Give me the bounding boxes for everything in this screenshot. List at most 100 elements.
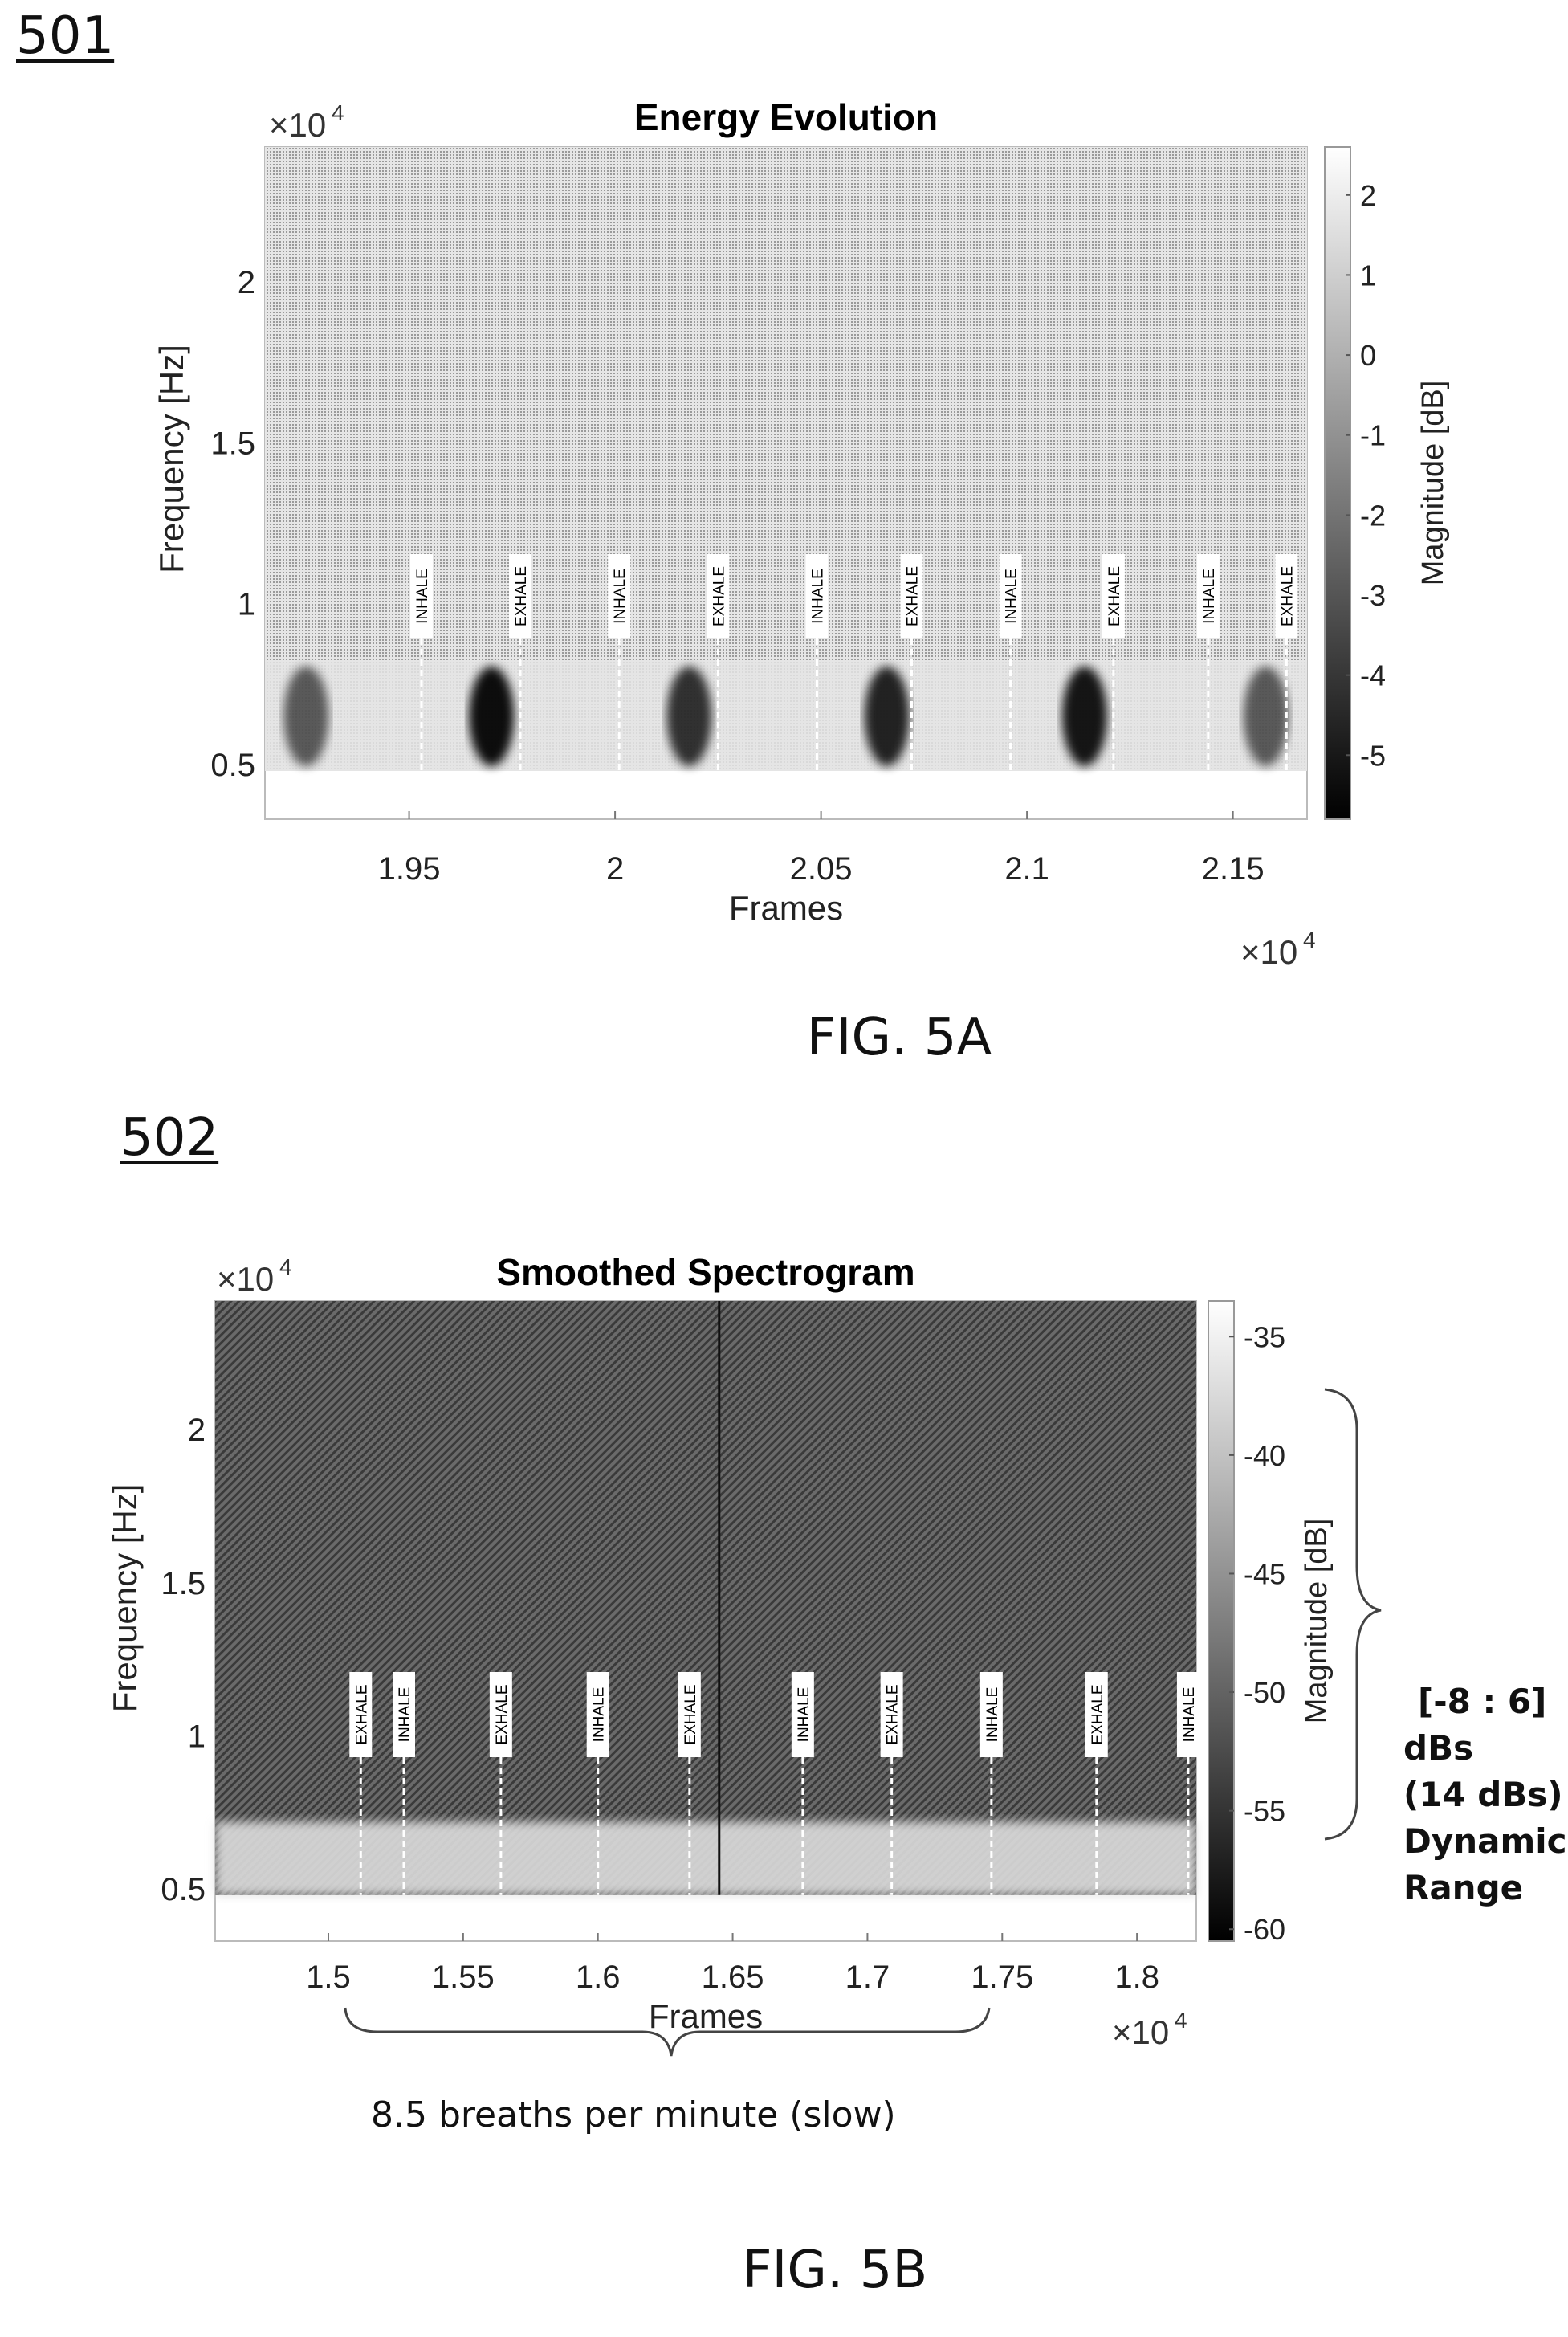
breath-label: INHALE: [414, 569, 431, 624]
breath-label: EXHALE: [1279, 566, 1296, 626]
breath-label: EXHALE: [885, 1685, 902, 1745]
energy-blob: [283, 666, 329, 766]
breath-label: INHALE: [984, 1687, 1001, 1743]
colorbar-tick-label: -40: [1244, 1439, 1285, 1472]
low-frequency-band: [265, 661, 1307, 771]
smoothed-spectrogram-chart: EXHALE INHALE EXHALE INHALE EXHALE INHALE EXHA…: [106, 1251, 1382, 2057]
breath-label: EXHALE: [711, 566, 727, 626]
breath-label-box: [979, 1672, 1003, 1757]
colorbar-label: Magnitude [dB]: [1300, 1519, 1334, 1724]
y-exponent-power: 4: [332, 100, 344, 125]
y-tick-label: 0.5: [210, 748, 255, 783]
x-axis-label: Frames: [729, 889, 843, 927]
breath-label-box: [489, 1672, 512, 1757]
breath-label: INHALE: [1004, 569, 1020, 624]
breath-label: EXHALE: [513, 566, 530, 626]
chart-title: Energy Evolution: [634, 96, 938, 138]
y-tick-label: 2: [238, 265, 255, 300]
frames-range-brace: [344, 2007, 991, 2057]
y-exponent-label: ×10: [217, 1260, 274, 1298]
dynamic-range-brace: [1324, 1388, 1382, 1841]
low-frequency-band: [215, 1821, 1196, 1895]
breath-label: INHALE: [1201, 569, 1218, 624]
y-tick-label: 0.5: [161, 1872, 206, 1907]
breath-label: EXHALE: [1106, 566, 1123, 626]
breath-label: EXHALE: [353, 1685, 370, 1745]
colorbar-tick-label: -55: [1244, 1795, 1285, 1828]
energy-blob: [1243, 666, 1289, 766]
colorbar-tick-label: -4: [1360, 659, 1386, 692]
y-axis-label: Frequency [Hz]: [106, 1484, 144, 1713]
y-exponent-power: 4: [279, 1254, 292, 1279]
breath-label: INHALE: [809, 569, 826, 624]
colorbar-tick-label: -1: [1360, 419, 1386, 452]
figure-5a-ref-number: 501: [16, 6, 115, 66]
x-tick-label: 1.75: [971, 1960, 1033, 1995]
x-tick-label: 2.1: [1004, 851, 1049, 887]
figure-5b-ref-number: 502: [120, 1108, 219, 1168]
x-tick-label: 1.8: [1114, 1960, 1159, 1995]
breath-label: INHALE: [1181, 1687, 1198, 1743]
chart-title: Smoothed Spectrogram: [496, 1251, 914, 1293]
y-tick-label: 1.5: [161, 1566, 206, 1601]
figure-5a-caption: FIG. 5A: [806, 1008, 992, 1067]
x-tick-label: 1.6: [576, 1960, 621, 1995]
x-tick-label: 1.5: [306, 1960, 351, 1995]
y-axis-label: Frequency [Hz]: [153, 345, 190, 573]
dynamic-range-line: Dynamic: [1403, 1821, 1567, 1861]
breath-label: INHALE: [591, 1687, 608, 1743]
breath-label: INHALE: [612, 569, 629, 624]
colorbar-label: Magnitude [dB]: [1416, 381, 1450, 586]
breath-label-box: [791, 1672, 814, 1757]
colorbar: [1324, 146, 1351, 820]
breath-label: EXHALE: [682, 1685, 699, 1745]
dynamic-range-line: (14 dBs): [1403, 1775, 1563, 1814]
dynamic-range-note: [-8 : 6] dBs (14 dBs) Dynamic Range: [1403, 1678, 1567, 1911]
dynamic-range-line: Range: [1403, 1868, 1524, 1907]
x-exponent-label: ×10: [1240, 933, 1297, 971]
x-tick-label: 2.15: [1202, 851, 1265, 887]
breath-label: INHALE: [397, 1687, 413, 1743]
energy-blob: [1061, 666, 1107, 766]
y-exponent-label: ×10: [269, 106, 326, 144]
breath-label: EXHALE: [904, 566, 921, 626]
colorbar-tick-label: 0: [1360, 339, 1376, 372]
colorbar-tick-label: -3: [1360, 579, 1386, 612]
breath-label-box: [880, 1672, 903, 1757]
colorbar-tick-label: -2: [1360, 499, 1386, 532]
x-tick-label: 1.65: [702, 1960, 764, 1995]
energy-blob: [666, 666, 712, 766]
breath-label-box: [1085, 1672, 1108, 1757]
colorbar-tick-label: -50: [1244, 1676, 1285, 1709]
breath-label-box: [678, 1672, 701, 1757]
energy-blob: [864, 666, 910, 766]
x-axis-label: Frames: [649, 1997, 763, 2035]
breath-rate-note: 8.5 breaths per minute (slow): [371, 2094, 896, 2135]
colorbar: [1208, 1300, 1235, 1942]
breath-label-box: [1102, 554, 1125, 638]
x-tick-label: 1.55: [432, 1960, 495, 1995]
breath-label-box: [805, 554, 829, 638]
figure-5b-caption: FIG. 5B: [742, 2241, 928, 2300]
x-tick-label: 2.05: [790, 851, 853, 887]
energy-blob: [469, 666, 515, 766]
y-tick-label: 1: [188, 1719, 206, 1755]
colorbar-tick-label: 1: [1360, 259, 1376, 292]
x-tick-label: 1.95: [378, 851, 441, 887]
dynamic-range-line: dBs: [1403, 1728, 1474, 1768]
y-tick-label: 1: [238, 587, 255, 622]
breath-label-box: [586, 1672, 609, 1757]
breath-label-box: [1275, 554, 1298, 638]
x-tick-label: 1.7: [845, 1960, 890, 1995]
breath-label-box: [900, 554, 923, 638]
colorbar-tick-label: -45: [1244, 1557, 1285, 1590]
breath-label-box: [707, 554, 730, 638]
breath-label: EXHALE: [1089, 1685, 1106, 1745]
heatmap-texture: [215, 1301, 1196, 1895]
colorbar-tick-label: -5: [1360, 739, 1386, 772]
energy-evolution-chart: INHALE EXHALE INHALE EXHALE INHALE EXHALE INHA…: [153, 96, 1450, 971]
breath-label-box: [409, 554, 433, 638]
breath-label-box: [509, 554, 532, 638]
y-tick-label: 1.5: [210, 426, 255, 461]
y-tick-label: 2: [188, 1413, 206, 1448]
